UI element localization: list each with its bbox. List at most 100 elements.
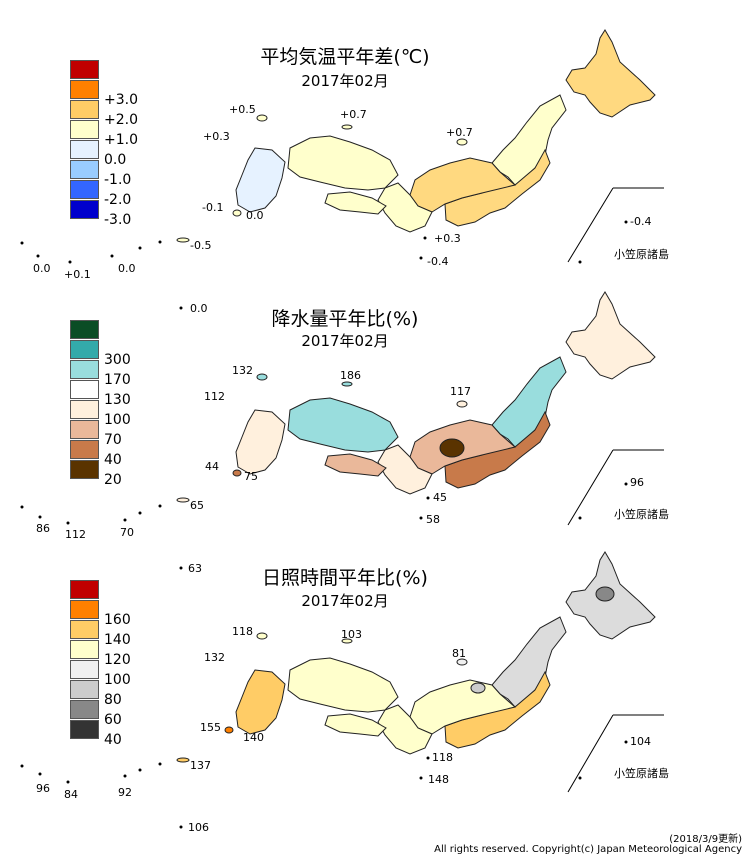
shikoku-region	[324, 191, 387, 215]
precipitation-panel: 降水量平年比(%) 2017年02月 300 170 130 100 70 40…	[0, 270, 750, 550]
value-label: -0.1	[202, 201, 224, 214]
value-label: 137	[190, 759, 211, 772]
precipitation-map	[20, 291, 664, 526]
legend-swatch	[70, 600, 99, 619]
legend-row: 80	[70, 680, 190, 708]
legend-row: 40	[70, 720, 190, 748]
ogasawara-label: 小笠原諸島	[614, 767, 669, 780]
legend-swatch	[70, 340, 99, 359]
ogasawara-label: 小笠原諸島	[614, 248, 669, 261]
legend-row: 40	[70, 440, 190, 468]
legend-label: 100	[104, 672, 131, 688]
legend-label: +2.0	[104, 112, 138, 128]
legend-swatch	[70, 100, 99, 119]
legend-swatch	[70, 720, 99, 739]
legend-label: 20	[104, 472, 122, 488]
legend-swatch	[70, 440, 99, 459]
panel-title: 日照時間平年比(%)	[262, 567, 428, 589]
island-tsushima	[256, 632, 268, 640]
value-label: 65	[190, 499, 204, 512]
hokkaido-region	[565, 291, 656, 380]
update-date: (2018/3/9更新)	[669, 834, 742, 845]
kyushu-region	[235, 409, 286, 475]
legend-label: -3.0	[104, 212, 132, 228]
legend-row	[70, 320, 190, 340]
legend-swatch	[70, 180, 99, 199]
sunshine-panel: 日照時間平年比(%) 2017年02月 160 140 120 100 80 6…	[0, 540, 750, 834]
temperature-map	[20, 29, 664, 264]
legend-swatch	[70, 360, 99, 379]
panel-subtitle: 2017年02月	[301, 332, 389, 350]
chugoku-region	[287, 135, 399, 191]
value-label: 44	[205, 460, 219, 473]
value-label: 106	[188, 821, 209, 834]
value-label: 96	[36, 782, 50, 795]
legend-swatch	[70, 60, 99, 79]
value-label: +0.1	[64, 268, 91, 281]
legend-row: +1.0	[70, 120, 190, 148]
value-label: 96	[630, 476, 644, 489]
value-label: 155	[200, 721, 221, 734]
value-label: +0.7	[340, 108, 367, 121]
legend-swatch	[70, 460, 99, 479]
tohoku-region	[491, 356, 567, 448]
value-label: 140	[243, 731, 264, 744]
kyushu-region	[235, 669, 286, 735]
value-label: +0.5	[229, 103, 256, 116]
chugoku-region	[287, 397, 399, 453]
legend-row: 160	[70, 600, 190, 628]
legend-row: +3.0	[70, 80, 190, 108]
value-label: 118	[232, 625, 253, 638]
tohoku-region	[491, 616, 567, 708]
legend-swatch	[70, 140, 99, 159]
low-precip-core	[439, 438, 465, 458]
legend-swatch	[70, 660, 99, 679]
island-oki	[341, 381, 353, 387]
legend-label: 160	[104, 612, 131, 628]
value-label: 0.0	[33, 262, 51, 275]
island-sado	[456, 658, 468, 666]
value-label: 103	[341, 628, 362, 641]
shikoku-region	[324, 453, 387, 477]
legend-row	[70, 60, 190, 80]
temperature-legend: +3.0 +2.0 +1.0 0.0 -1.0 -2.0 -3.0	[70, 60, 190, 228]
ogasawara-label: 小笠原諸島	[614, 508, 669, 521]
value-label: 58	[426, 513, 440, 526]
sunshine-legend: 160 140 120 100 80 60 40	[70, 580, 190, 748]
legend-swatch	[70, 680, 99, 699]
legend-label: 40	[104, 732, 122, 748]
panel-subtitle: 2017年02月	[301, 72, 389, 90]
value-label: 112	[204, 390, 225, 403]
island-tanegashima	[232, 209, 242, 217]
legend-swatch	[70, 400, 99, 419]
legend-row: -1.0	[70, 160, 190, 188]
legend-label: 130	[104, 392, 131, 408]
legend-row	[70, 580, 190, 600]
value-label: 112	[65, 528, 86, 541]
legend-row: 130	[70, 380, 190, 408]
legend-label: +1.0	[104, 132, 138, 148]
inset-border-diagonal	[567, 714, 614, 793]
island-okinawa	[176, 757, 190, 763]
value-label: 117	[450, 385, 471, 398]
value-label: 0.0	[118, 262, 136, 275]
value-label: +0.3	[434, 232, 461, 245]
legend-row: 120	[70, 640, 190, 668]
value-label: 148	[428, 773, 449, 786]
legend-row: 100	[70, 660, 190, 688]
shikoku-region	[324, 713, 387, 737]
island-tanegashima	[224, 726, 234, 734]
legend-swatch	[70, 580, 99, 599]
kinki-region	[377, 444, 433, 495]
value-label: -0.4	[427, 255, 449, 268]
value-label: 70	[120, 526, 134, 539]
value-label: -0.5	[190, 239, 212, 252]
value-label: 45	[433, 491, 447, 504]
legend-label: 70	[104, 432, 122, 448]
island-tanegashima	[232, 469, 242, 477]
value-label: 104	[630, 735, 651, 748]
precipitation-legend: 300 170 130 100 70 40 20	[70, 320, 190, 488]
kinki-region	[377, 704, 433, 755]
island-tsushima	[256, 373, 268, 381]
legend-row: -3.0	[70, 200, 190, 228]
